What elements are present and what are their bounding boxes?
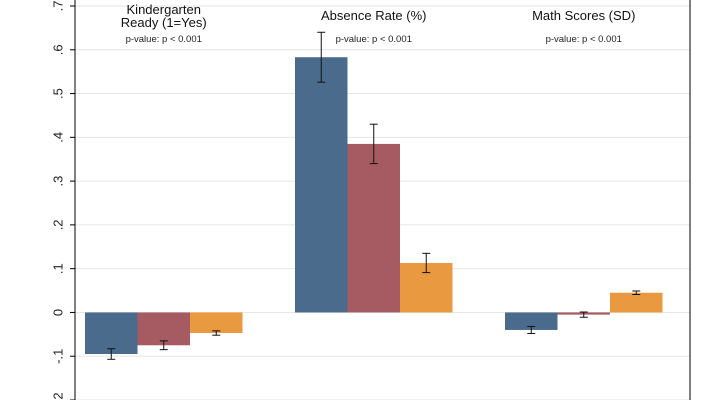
panel-title: Ready (1=Yes): [121, 15, 207, 30]
bar: [295, 57, 348, 313]
y-tick-label: .1: [51, 263, 66, 274]
y-tick-label: .5: [51, 88, 66, 99]
error-bars: [107, 31, 641, 360]
panel-title: Math Scores (SD): [532, 8, 635, 23]
y-tick-label: .7: [51, 1, 66, 12]
p-value-label: p-value: p < 0.001: [336, 34, 412, 45]
panel-title: Absence Rate (%): [321, 8, 427, 23]
bars: [85, 57, 663, 355]
bar: [347, 143, 400, 313]
y-tick-label: -.1: [51, 349, 66, 364]
bar: [85, 312, 138, 355]
p-value-label: p-value: p < 0.001: [126, 34, 202, 45]
bar: [505, 312, 558, 330]
y-axis: -.2 -.1 0 .1 .2 .3 .4 .5 .6 .7: [51, 1, 75, 400]
y-tick-label: .2: [51, 219, 66, 230]
p-value-label: p-value: p < 0.001: [546, 34, 622, 45]
bar: [137, 312, 190, 346]
bar: [610, 292, 663, 313]
y-tick-label: 0: [51, 309, 66, 316]
bar: [190, 312, 243, 334]
y-tick-label: .6: [51, 44, 66, 55]
y-tick-label: .4: [51, 132, 66, 143]
y-tick-label: .3: [51, 176, 66, 187]
y-tick-label: -.2: [51, 392, 66, 400]
panel-title: Kindergarten: [127, 2, 201, 17]
